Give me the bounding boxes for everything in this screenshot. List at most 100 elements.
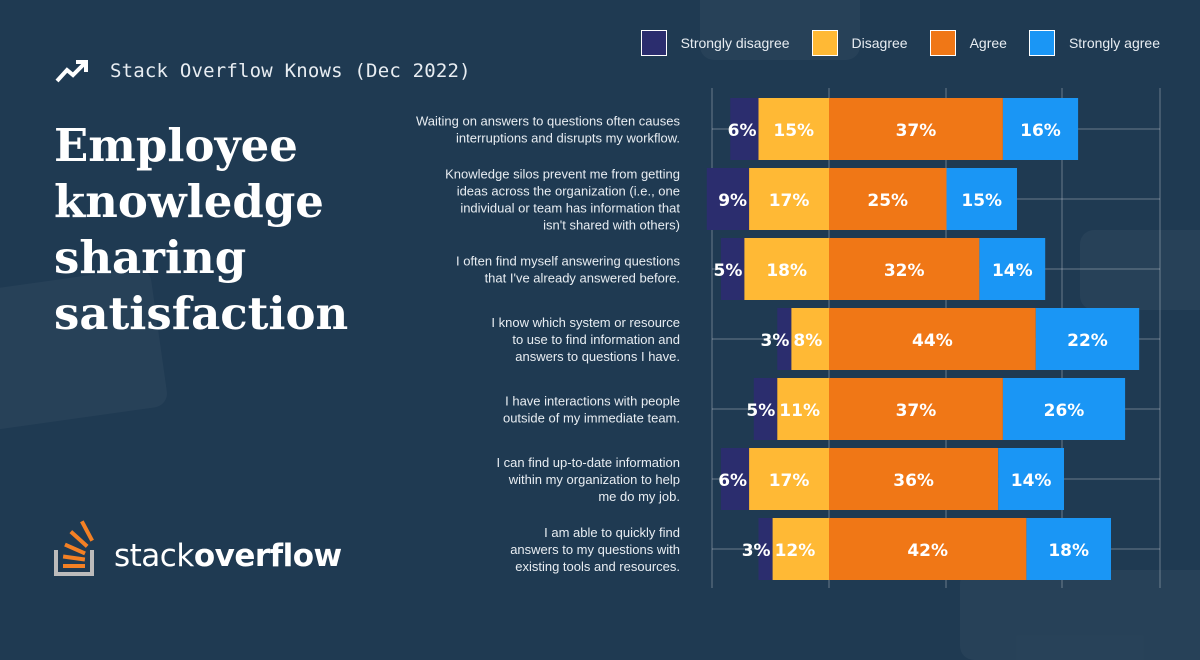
category-label-line: I often find myself answering questions (456, 254, 681, 269)
legend-item-disagree: Disagree (811, 30, 908, 56)
data-label: 25% (867, 191, 908, 211)
logo-wordmark: stackoverflow (114, 541, 342, 572)
bar-disagree (772, 518, 829, 580)
category-label: Waiting on answers to questions often ca… (416, 114, 680, 146)
legend-swatch (1028, 30, 1055, 56)
category-label-line: me do my job. (598, 489, 680, 504)
bar-strongly-disagree (720, 448, 750, 510)
data-label: 14% (1011, 471, 1052, 491)
data-label: 5% (714, 261, 743, 281)
data-label: 15% (773, 121, 814, 141)
data-label: 16% (1020, 121, 1061, 141)
bar-strongly-disagree (758, 518, 773, 580)
category-label: I know which system or resource to use to… (491, 315, 680, 364)
data-label: 14% (992, 261, 1033, 281)
category-label-line: Waiting on answers to questions often ca… (416, 114, 680, 129)
data-label: 26% (1044, 401, 1085, 421)
legend-label: Disagree (851, 35, 908, 51)
header: Stack Overflow Knows (Dec 2022) (54, 58, 471, 84)
data-label: 17% (769, 191, 810, 211)
category-label-line: existing tools and resources. (515, 559, 680, 574)
title-line: knowledge (54, 175, 324, 228)
data-label: 22% (1067, 331, 1108, 351)
category-label-line: to use to find information and (512, 332, 680, 347)
bar-agree (829, 238, 980, 300)
bar-disagree (749, 168, 829, 230)
legend-item-strongly-disagree: Strongly disagree (640, 30, 790, 56)
bar-strongly-agree (1026, 518, 1111, 580)
bar-strongly-disagree (753, 378, 778, 440)
category-label: I am able to quickly find answers to my q… (510, 525, 680, 574)
category-label-line: I can find up-to-date information (496, 455, 680, 470)
data-label: 18% (1048, 541, 1089, 561)
category-label-line: ideas across the organization (i.e., one (457, 184, 680, 199)
trending-up-icon (55, 60, 88, 83)
category-label: I can find up-to-date information within … (496, 455, 680, 504)
logo-text-light: stack (114, 538, 194, 574)
bar-strongly-agree (946, 168, 1017, 230)
data-label: 42% (907, 541, 948, 561)
data-label: 37% (896, 121, 937, 141)
category-label-line: I know which system or resource (491, 315, 680, 330)
bar-disagree (758, 98, 829, 160)
category-label-line: that I've already answered before. (485, 271, 680, 286)
data-label: 5% (746, 401, 775, 421)
bar-strongly-agree (1002, 378, 1126, 440)
data-label: 3% (761, 331, 790, 351)
title-line: sharing (54, 231, 247, 284)
title-line: Employee (54, 119, 298, 172)
title-line: satisfaction (54, 287, 349, 340)
bar-strongly-disagree (720, 238, 745, 300)
data-label: 15% (961, 191, 1002, 211)
logo-text-bold: overflow (193, 538, 342, 574)
legend-swatch (640, 30, 667, 56)
data-label: 44% (912, 331, 953, 351)
bar-agree (829, 448, 999, 510)
header-label: Stack Overflow Knows (Dec 2022) (110, 60, 471, 82)
bar-agree (829, 308, 1036, 370)
category-label-line: outside of my immediate team. (503, 411, 680, 426)
bar-strongly-disagree (730, 98, 759, 160)
data-label: 37% (896, 401, 937, 421)
data-label: 8% (793, 331, 822, 351)
legend-swatch (929, 30, 956, 56)
bar-strongly-agree (1002, 98, 1079, 160)
category-label-line: interruptions and disrupts my workflow. (456, 131, 680, 146)
legend-item-strongly-agree: Strongly agree (1028, 30, 1160, 56)
page-title: Employee knowledge sharing satisfaction (54, 118, 394, 342)
category-label-line: isn't shared with others) (543, 218, 680, 233)
data-label: 32% (884, 261, 925, 281)
data-label: 3% (742, 541, 771, 561)
bar-strongly-disagree (777, 308, 792, 370)
legend-label: Agree (969, 35, 1007, 51)
category-label-line: I am able to quickly find (544, 525, 680, 540)
legend-label: Strongly agree (1068, 35, 1160, 51)
stackoverflow-logo-icon (54, 520, 94, 576)
bar-strongly-agree (998, 448, 1064, 510)
bar-disagree (791, 308, 829, 370)
category-label-line: answers to questions I have. (515, 349, 680, 364)
data-label: 9% (718, 191, 747, 211)
category-label-line: within my organization to help (508, 472, 680, 487)
diverging-bar-chart: Waiting on answers to questions often ca… (416, 88, 1161, 588)
data-label: 6% (728, 121, 757, 141)
category-label-line: answers to my questions with (510, 542, 680, 557)
bar-agree (829, 168, 947, 230)
bar-agree (829, 518, 1027, 580)
category-label: I have interactions with people outside o… (503, 394, 680, 426)
stackoverflow-logo: stackoverflow (54, 520, 342, 576)
bar-strongly-disagree (706, 168, 750, 230)
legend-label: Strongly disagree (680, 35, 790, 51)
data-label: 6% (718, 471, 747, 491)
legend: Strongly disagree Disagree Agree Strongl… (640, 30, 1160, 56)
bar-disagree (744, 238, 829, 300)
data-label: 12% (775, 541, 816, 561)
background-decoration (1080, 230, 1200, 310)
data-label: 11% (779, 401, 820, 421)
bar-strongly-agree (979, 238, 1046, 300)
category-label-line: I have interactions with people (505, 394, 680, 409)
bar-disagree (777, 378, 829, 440)
data-label: 36% (893, 471, 934, 491)
data-label: 18% (766, 261, 807, 281)
legend-item-agree: Agree (929, 30, 1007, 56)
